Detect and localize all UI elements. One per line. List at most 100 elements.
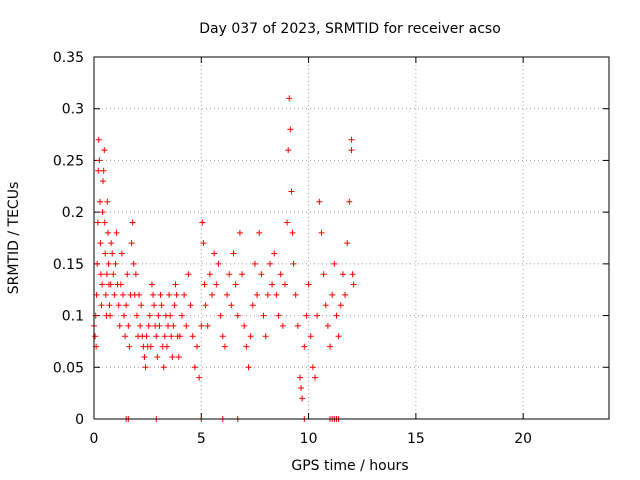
x-tick-label: 15 bbox=[407, 431, 425, 447]
data-point bbox=[160, 364, 167, 371]
data-point bbox=[322, 302, 329, 309]
chart-title: Day 037 of 2023, SRMTID for receiver acs… bbox=[199, 21, 501, 37]
data-point bbox=[168, 333, 175, 340]
data-point bbox=[219, 333, 226, 340]
data-point bbox=[142, 364, 149, 371]
data-point bbox=[96, 157, 103, 164]
data-point bbox=[111, 291, 118, 298]
data-point bbox=[228, 302, 235, 309]
data-point bbox=[262, 333, 269, 340]
data-point bbox=[241, 322, 248, 329]
data-point bbox=[128, 240, 135, 247]
data-point bbox=[209, 291, 216, 298]
data-point bbox=[92, 333, 99, 340]
data-point bbox=[106, 302, 113, 309]
data-point bbox=[234, 312, 241, 319]
data-point bbox=[196, 374, 203, 381]
data-point bbox=[170, 322, 177, 329]
plot-frame bbox=[93, 56, 610, 420]
data-point bbox=[254, 291, 261, 298]
data-point bbox=[226, 271, 233, 278]
data-point bbox=[126, 343, 133, 350]
data-point bbox=[113, 229, 120, 236]
x-axis-label: GPS time / hours bbox=[291, 458, 408, 474]
data-point bbox=[290, 260, 297, 267]
data-point bbox=[103, 271, 110, 278]
data-point bbox=[109, 250, 116, 257]
data-point bbox=[178, 312, 185, 319]
y-axis-label: SRMTID / TECUs bbox=[6, 182, 22, 295]
data-point bbox=[213, 281, 220, 288]
data-point bbox=[167, 312, 174, 319]
data-point bbox=[273, 291, 280, 298]
y-tick-label: 0 bbox=[75, 412, 84, 428]
data-point bbox=[288, 188, 295, 195]
data-point bbox=[342, 291, 349, 298]
data-point bbox=[318, 229, 325, 236]
data-point bbox=[94, 219, 101, 226]
data-point bbox=[95, 167, 102, 174]
data-point bbox=[221, 343, 228, 350]
data-point bbox=[108, 240, 115, 247]
data-point bbox=[141, 353, 148, 360]
data-point bbox=[314, 312, 321, 319]
y-tick-label: 0.2 bbox=[62, 205, 84, 221]
data-point bbox=[271, 250, 278, 257]
data-point bbox=[137, 322, 144, 329]
data-point bbox=[316, 198, 323, 205]
data-point bbox=[215, 260, 222, 267]
x-tick-label: 20 bbox=[514, 431, 532, 447]
data-point bbox=[285, 147, 292, 154]
data-point bbox=[348, 136, 355, 143]
y-tick-label: 0.05 bbox=[53, 360, 84, 376]
data-point bbox=[122, 333, 129, 340]
data-point bbox=[158, 302, 165, 309]
tick-layer: 0 0.05 0.1 0.15 0.2 0.25 0.3 0.35 0 5 10 15 20 bbox=[53, 50, 609, 447]
data-point bbox=[204, 322, 211, 329]
data-point bbox=[181, 291, 188, 298]
data-point bbox=[102, 291, 109, 298]
data-point bbox=[324, 322, 331, 329]
data-point bbox=[301, 343, 308, 350]
data-point bbox=[289, 229, 296, 236]
y-tick-label: 0.3 bbox=[62, 102, 84, 118]
data-point bbox=[251, 260, 258, 267]
data-point bbox=[176, 333, 183, 340]
y-tick-label: 0.15 bbox=[53, 257, 84, 273]
data-point bbox=[187, 302, 194, 309]
data-point bbox=[98, 302, 105, 309]
data-point bbox=[260, 312, 267, 319]
data-point bbox=[346, 198, 353, 205]
data-point bbox=[99, 281, 106, 288]
data-point bbox=[286, 95, 293, 102]
data-point bbox=[155, 312, 162, 319]
data-point bbox=[112, 260, 119, 267]
data-point bbox=[148, 281, 155, 288]
data-point bbox=[266, 260, 273, 267]
grid-layer bbox=[94, 57, 609, 419]
data-point bbox=[287, 126, 294, 133]
data-point bbox=[320, 271, 327, 278]
data-point bbox=[297, 374, 303, 381]
data-point bbox=[166, 291, 173, 298]
data-point bbox=[143, 333, 150, 340]
data-point bbox=[305, 281, 312, 288]
data-point bbox=[100, 167, 107, 174]
data-point bbox=[275, 312, 282, 319]
data-point bbox=[217, 312, 224, 319]
data-point bbox=[123, 302, 130, 309]
data-point bbox=[100, 178, 107, 185]
data-point bbox=[245, 364, 252, 371]
data-point bbox=[97, 240, 104, 247]
data-point bbox=[239, 271, 246, 278]
data-point bbox=[172, 281, 179, 288]
data-point bbox=[189, 333, 196, 340]
data-point bbox=[284, 219, 291, 226]
data-point bbox=[183, 322, 190, 329]
data-point bbox=[331, 260, 338, 267]
data-point bbox=[349, 271, 356, 278]
data-point bbox=[115, 302, 122, 309]
data-point bbox=[99, 209, 106, 216]
